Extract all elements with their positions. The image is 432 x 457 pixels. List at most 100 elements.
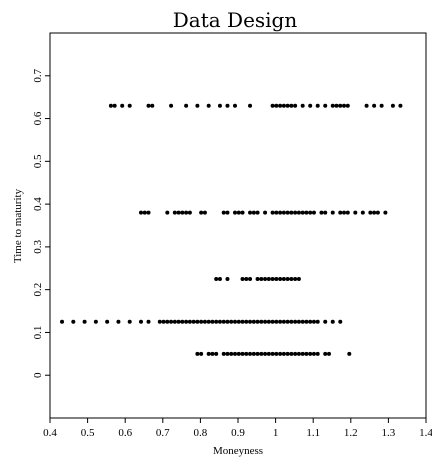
data-point-0-177 (334, 103, 339, 108)
data-point-0-124 (251, 210, 256, 215)
data-point-0-32 (326, 351, 331, 356)
data-point-0-16 (263, 351, 268, 356)
x-tick-label-1: 0.5 (81, 427, 95, 439)
data-point-0-50 (184, 319, 189, 324)
data-point-0-153 (120, 103, 125, 108)
data-point-0-147 (368, 210, 373, 215)
data-point-0-75 (278, 319, 283, 324)
data-point-0-85 (315, 319, 320, 324)
data-point-0-101 (278, 276, 283, 281)
data-point-0-183 (379, 103, 384, 108)
data-point-0-154 (127, 103, 132, 108)
data-point-0-74 (274, 319, 279, 324)
data-point-0-67 (248, 319, 253, 324)
data-point-0-47 (172, 319, 177, 324)
data-point-0-160 (206, 103, 211, 108)
data-point-0-15 (259, 351, 264, 356)
data-point-0-35 (71, 319, 76, 324)
data-point-0-23 (289, 351, 294, 356)
x-tick-label-10: 1.4 (419, 427, 432, 439)
data-point-0-91 (225, 276, 230, 281)
data-point-0-178 (338, 103, 343, 108)
data-point-0-132 (289, 210, 294, 215)
data-point-0-13 (251, 351, 256, 356)
data-point-0-19 (274, 351, 279, 356)
data-point-0-80 (296, 319, 301, 324)
data-point-0-66 (244, 319, 249, 324)
y-axis: 0 0.1 0.2 0.3 0.4 0.5 0.6 0.7 (32, 68, 50, 378)
data-point-0-182 (372, 103, 377, 108)
data-point-0-82 (304, 319, 309, 324)
data-point-0-133 (293, 210, 298, 215)
y-tick-label-3: 0.3 (32, 240, 44, 254)
data-point-0-103 (285, 276, 290, 281)
data-point-0-115 (187, 210, 192, 215)
data-point-0-134 (296, 210, 301, 215)
data-point-0-176 (330, 103, 335, 108)
y-tick-label-7: 0.7 (32, 68, 44, 82)
data-point-0-21 (281, 351, 286, 356)
data-point-0-126 (263, 210, 268, 215)
data-point-0-131 (285, 210, 290, 215)
data-point-0-44 (161, 319, 166, 324)
data-point-0-52 (191, 319, 196, 324)
data-point-0-78 (289, 319, 294, 324)
data-point-0-17 (266, 351, 271, 356)
data-point-0-185 (398, 103, 403, 108)
data-point-0-108 (142, 210, 147, 215)
data-point-0-36 (82, 319, 87, 324)
y-tick-label-4: 0.4 (32, 197, 44, 211)
chart-title: Data Design (173, 8, 298, 32)
data-point-0-14 (255, 351, 260, 356)
data-point-0-139 (319, 210, 324, 215)
data-point-0-79 (293, 319, 298, 324)
data-point-0-157 (169, 103, 174, 108)
x-tick-label-3: 0.7 (156, 427, 170, 439)
data-point-0-107 (138, 210, 143, 215)
data-point-0-81 (300, 319, 305, 324)
data-point-0-60 (221, 319, 226, 324)
data-point-0-55 (202, 319, 207, 324)
data-point-0-39 (116, 319, 121, 324)
data-point-0-34 (60, 319, 65, 324)
data-point-0-114 (184, 210, 189, 215)
data-point-0-92 (240, 276, 245, 281)
data-point-0-146 (360, 210, 365, 215)
data-point-0-56 (206, 319, 211, 324)
data-point-0-166 (274, 103, 279, 108)
data-point-0-129 (278, 210, 283, 215)
data-point-0-48 (176, 319, 181, 324)
data-point-0-76 (281, 319, 286, 324)
data-point-0-102 (281, 276, 286, 281)
data-point-0-22 (285, 351, 290, 356)
data-point-0-141 (330, 210, 335, 215)
data-point-0-2 (206, 351, 211, 356)
data-point-0-42 (146, 319, 151, 324)
data-point-0-6 (225, 351, 230, 356)
data-point-0-149 (375, 210, 380, 215)
data-point-0-151 (108, 103, 113, 108)
data-point-0-38 (105, 319, 110, 324)
y-tick-label-1: 0.1 (32, 326, 44, 340)
data-point-0-121 (236, 210, 241, 215)
data-point-0-95 (255, 276, 260, 281)
data-point-0-87 (330, 319, 335, 324)
data-point-0-98 (266, 276, 271, 281)
data-point-0-90 (217, 276, 222, 281)
x-tick-label-5: 0.9 (231, 427, 245, 439)
data-point-0-158 (184, 103, 189, 108)
data-point-0-26 (300, 351, 305, 356)
data-point-0-99 (270, 276, 275, 281)
data-point-0-7 (229, 351, 234, 356)
data-point-0-155 (146, 103, 151, 108)
data-point-0-72 (266, 319, 271, 324)
data-point-0-161 (217, 103, 222, 108)
data-point-0-106 (296, 276, 301, 281)
data-point-0-171 (293, 103, 298, 108)
data-point-0-138 (311, 210, 316, 215)
scatter-points (60, 103, 403, 356)
data-point-0-77 (285, 319, 290, 324)
data-point-0-54 (199, 319, 204, 324)
data-point-0-150 (383, 210, 388, 215)
data-point-0-110 (165, 210, 170, 215)
